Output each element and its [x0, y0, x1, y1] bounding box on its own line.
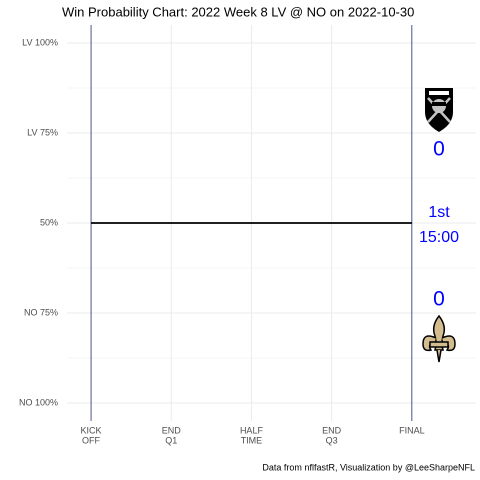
- x-tick-label: FINAL: [399, 425, 425, 435]
- home-logo: [422, 314, 456, 363]
- x-tick-label: KICK: [81, 425, 102, 435]
- caption: Data from nflfastR, Visualization by @Le…: [262, 462, 475, 472]
- chart-title: Win Probability Chart: 2022 Week 8 LV @ …: [62, 4, 414, 19]
- x-tick-label: END: [162, 425, 182, 435]
- away-score: 0: [433, 138, 445, 161]
- home-score: 0: [433, 288, 445, 311]
- y-tick-label: LV 75%: [27, 127, 58, 137]
- clock: 15:00: [419, 229, 459, 246]
- y-tick-label: NO 75%: [24, 307, 58, 317]
- away-logo: [425, 88, 453, 132]
- x-tick-label: Q3: [326, 435, 338, 445]
- x-tick-label: HALF: [240, 425, 264, 435]
- y-tick-label: 50%: [40, 217, 58, 227]
- x-tick-label: TIME: [241, 435, 263, 445]
- y-tick-label: LV 100%: [22, 37, 58, 47]
- quarter: 1st: [428, 204, 450, 221]
- x-tick-label: OFF: [82, 435, 100, 445]
- x-tick-label: END: [322, 425, 342, 435]
- y-tick-label: NO 100%: [19, 397, 58, 407]
- x-tick-label: Q1: [165, 435, 177, 445]
